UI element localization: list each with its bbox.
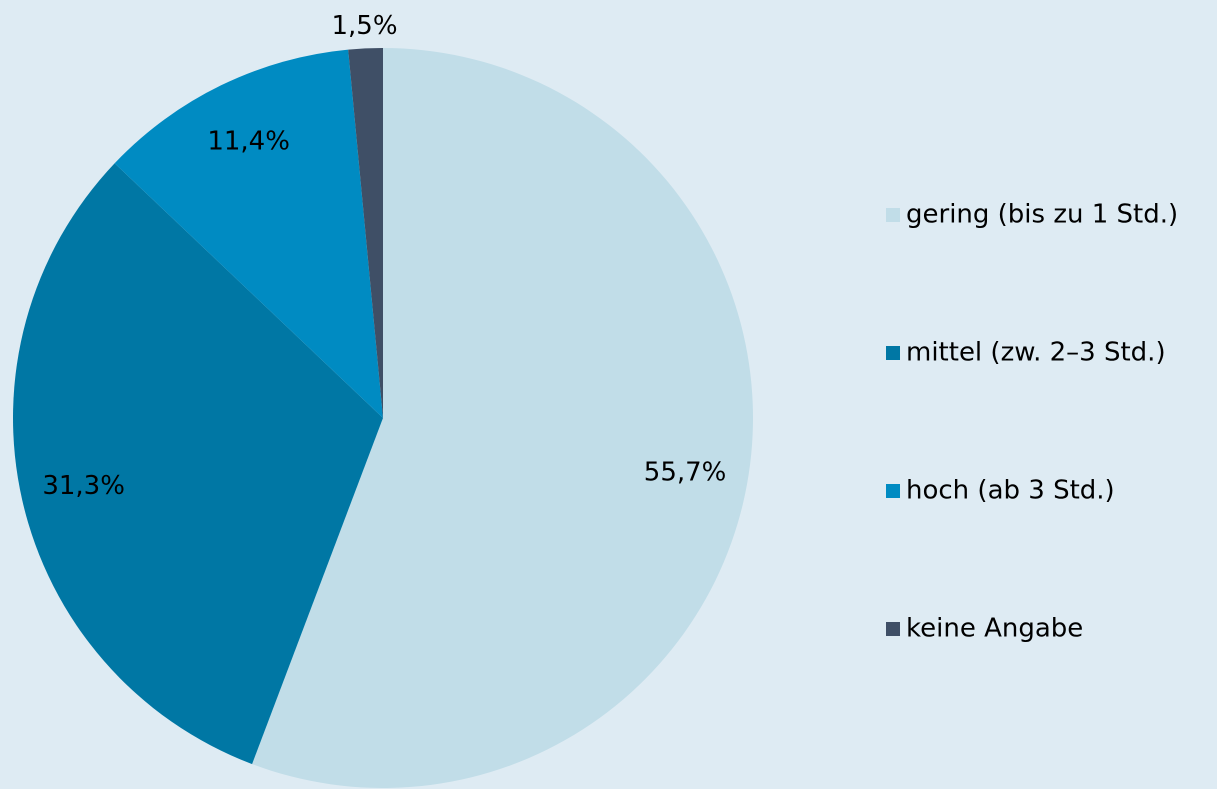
data-label: 1,5%: [331, 11, 397, 41]
pie-slice: [348, 48, 383, 418]
pie-slice: [12, 163, 383, 765]
legend-label: keine Angabe: [906, 614, 1083, 644]
legend-swatch: [886, 346, 900, 360]
data-label: 31,3%: [42, 471, 125, 501]
pie-slice: [114, 49, 383, 419]
data-label: 11,4%: [207, 126, 290, 156]
pie-slice: [252, 48, 754, 788]
data-label: 55,7%: [644, 458, 727, 488]
legend-swatch: [886, 622, 900, 636]
legend-swatch: [886, 208, 900, 222]
legend-label: gering (bis zu 1 Std.): [906, 200, 1178, 230]
legend-label: mittel (zw. 2–3 Std.): [906, 338, 1166, 368]
legend-label: hoch (ab 3 Std.): [906, 476, 1115, 506]
legend-swatch: [886, 484, 900, 498]
